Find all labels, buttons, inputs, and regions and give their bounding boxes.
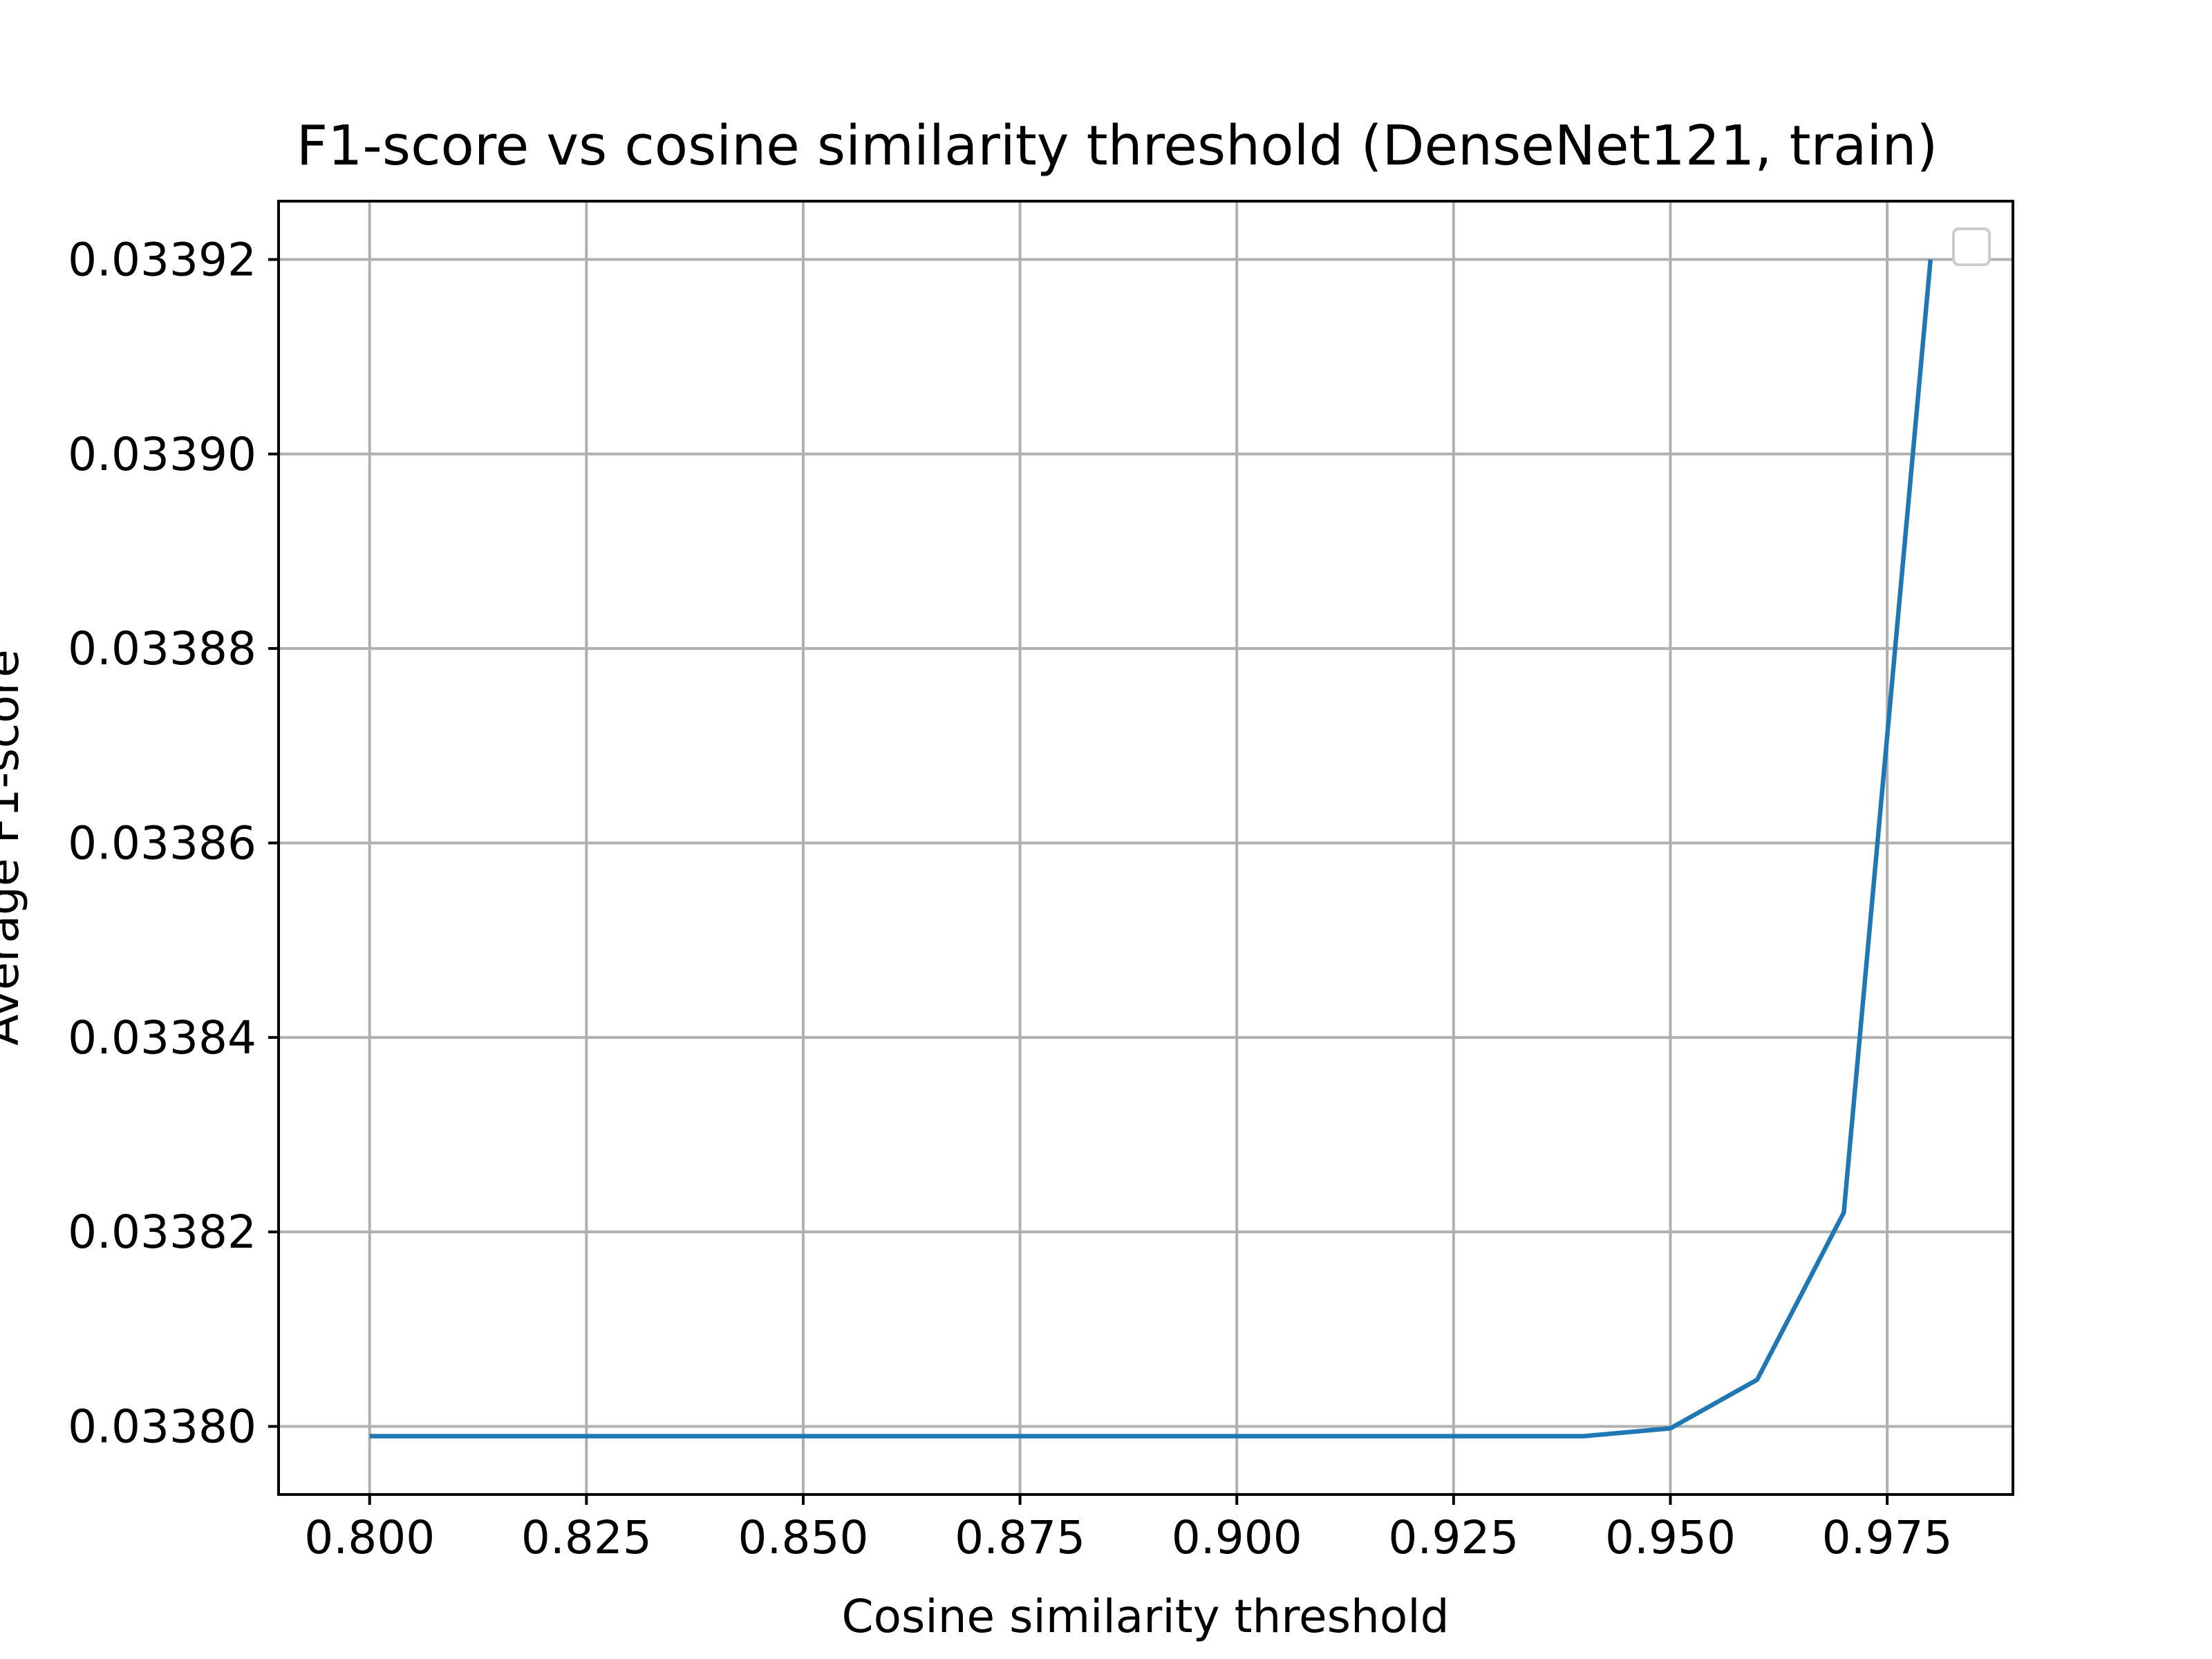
x-tick-label: 0.975 — [1822, 1511, 1953, 1564]
grid-layer — [279, 201, 2013, 1494]
x-tick-label: 0.800 — [304, 1511, 435, 1564]
tick-layer: 0.800 0.825 0.850 0.875 0.900 0.925 0.950 0.975… — [68, 233, 1953, 1564]
y-tick-label: 0.03386 — [68, 816, 256, 870]
y-tick-label: 0.03392 — [68, 233, 256, 286]
legend-box — [1952, 227, 1991, 266]
series-layer — [369, 259, 1933, 1438]
y-tick-label: 0.03380 — [68, 1400, 256, 1454]
chart-title: F1-score vs cosine similarity threshold … — [297, 114, 1938, 178]
y-tick-label: 0.03388 — [68, 622, 256, 675]
x-tick-label: 0.825 — [521, 1511, 652, 1564]
x-axis-label: Cosine similarity threshold — [842, 1590, 1450, 1643]
y-axis-label: Average F1-score — [0, 649, 29, 1045]
x-tick-label: 0.925 — [1388, 1511, 1519, 1564]
y-tick-label: 0.03382 — [68, 1206, 256, 1259]
y-tick-label: 0.03384 — [68, 1011, 256, 1065]
series-line — [369, 259, 1933, 1438]
plot-frame — [277, 200, 2014, 1496]
y-tick-label: 0.03390 — [68, 428, 256, 481]
x-tick-label: 0.875 — [955, 1511, 1085, 1564]
x-tick-label: 0.850 — [738, 1511, 868, 1564]
x-tick-label: 0.950 — [1605, 1511, 1736, 1564]
x-tick-label: 0.900 — [1172, 1511, 1302, 1564]
